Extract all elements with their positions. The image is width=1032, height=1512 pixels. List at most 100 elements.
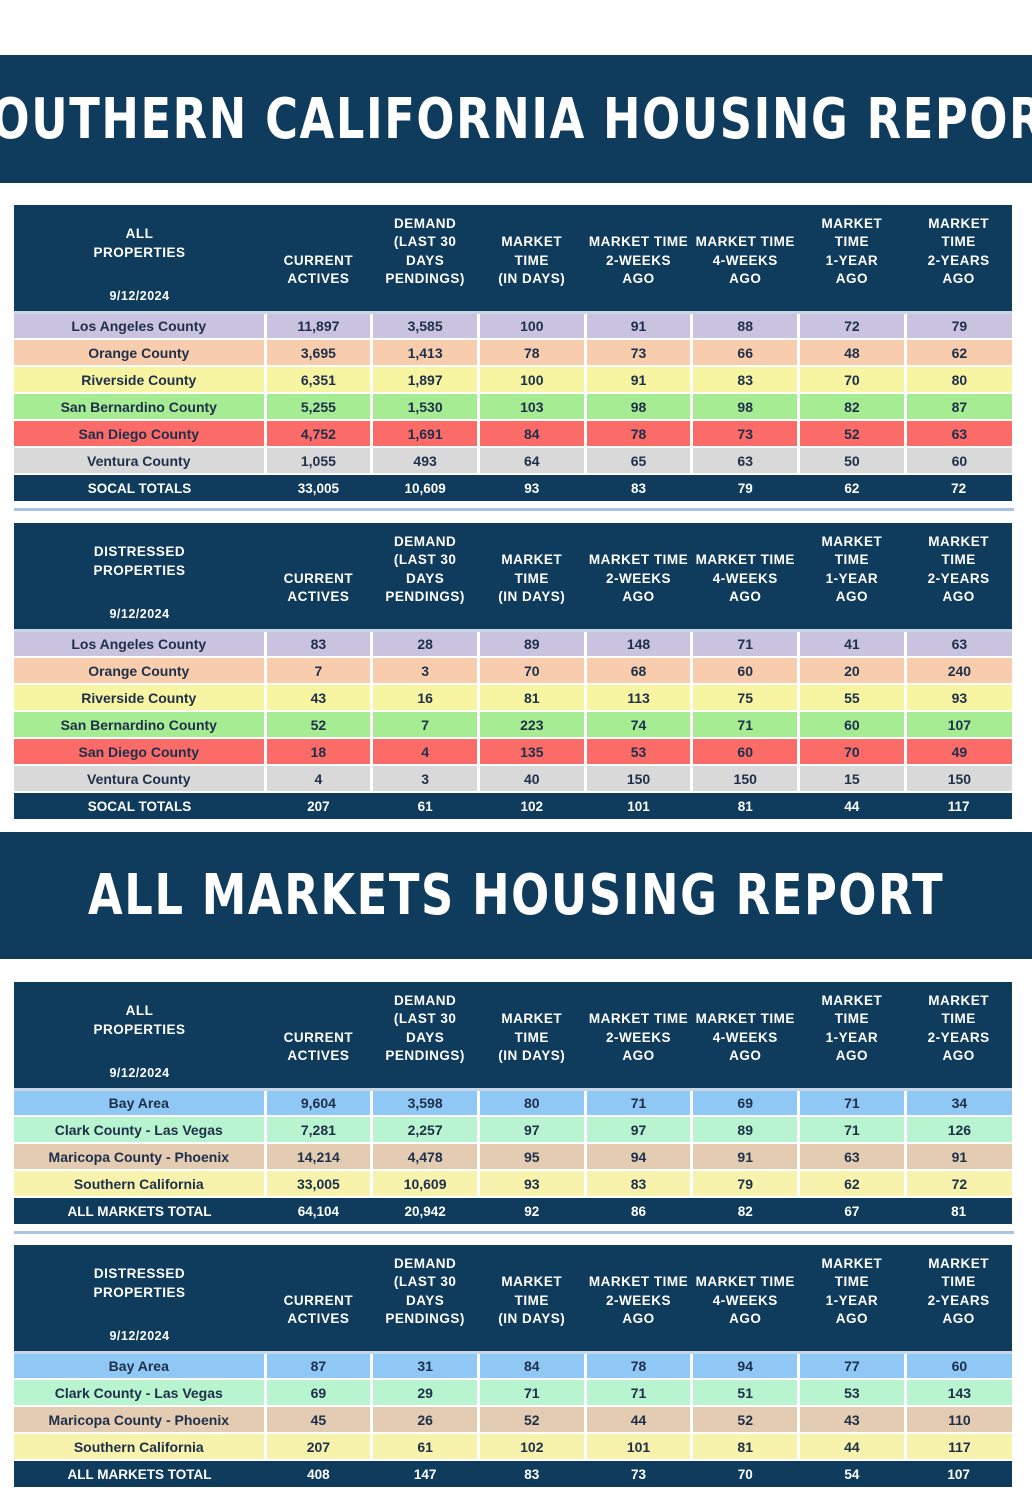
column-header-line: (LAST 30 — [393, 234, 457, 249]
value-cell: 100 — [478, 312, 587, 340]
column-header-line: CURRENT — [283, 1029, 354, 1045]
column-header-line: AGO — [729, 589, 762, 604]
column-header-line: MARKET — [928, 992, 989, 1008]
value-cell: 51 — [691, 1379, 801, 1407]
value-cell: 75 — [691, 684, 801, 712]
value-cell: 16 — [371, 684, 480, 712]
value-cell: 71 — [478, 1379, 587, 1407]
column-header-line: TIME — [941, 234, 976, 249]
column-header-line: 2-WEEKS — [606, 1029, 672, 1045]
column-header-line: 2-WEEKS — [606, 252, 672, 268]
value-cell: 70 — [798, 738, 907, 766]
column-header: MARKET TIME 4-WEEKS AGO — [691, 205, 799, 314]
column-header-line: (LAST 30 — [393, 1274, 457, 1289]
column-header-line: 4-WEEKS — [712, 570, 778, 586]
table-row: San Bernardino County 5,255 1,530 103 98 98 82… — [14, 393, 1012, 421]
column-header-line: AGO — [835, 271, 869, 286]
totals-row: SOCAL TOTALS 33,005 10,609 93 83 79 62 72 — [14, 474, 1012, 501]
table-row: Southern California 33,005 10,609 93 83 79 62 7… — [14, 1170, 1012, 1198]
column-header: CURRENT ACTIVES — [265, 1245, 372, 1354]
value-cell: 20 — [798, 657, 907, 685]
socal-report-banner: SOUTHERN CALIFORNIA HOUSING REPORT — [0, 55, 1032, 183]
column-header-line: TIME — [834, 552, 870, 567]
value-cell: 240 — [905, 657, 1012, 685]
column-header-line: CURRENT — [283, 1292, 354, 1308]
value-cell: 84 — [478, 420, 587, 448]
report-date: 9/12/2024 — [109, 607, 170, 621]
value-cell: 70 — [798, 366, 907, 394]
value-cell: 73 — [691, 420, 801, 448]
value-cell: 63 — [905, 630, 1012, 658]
value-cell: 18 — [265, 738, 374, 766]
value-cell: 135 — [478, 738, 587, 766]
column-header-line: AGO — [729, 1311, 762, 1326]
region-name: Ventura County — [14, 765, 267, 793]
value-cell: 72 — [905, 1170, 1012, 1198]
table-title-line: ALL — [125, 1003, 154, 1018]
value-cell: 83 — [265, 630, 374, 658]
region-name: Maricopa County - Phoenix — [14, 1406, 267, 1434]
total-value-cell: 20,942 — [371, 1197, 479, 1224]
value-cell: 81 — [478, 684, 587, 712]
table-row: San Diego County 18 4 135 53 60 70 49 — [14, 738, 1012, 766]
column-header-line: AGO — [942, 1311, 975, 1326]
table-row: Los Angeles County 83 28 89 148 71 41 63 — [14, 630, 1012, 658]
column-header-line: MARKET — [821, 533, 883, 549]
value-cell: 91 — [905, 1143, 1012, 1171]
value-cell: 6,351 — [265, 366, 374, 394]
value-cell: 79 — [905, 312, 1012, 340]
value-cell: 1,530 — [371, 393, 480, 421]
value-cell: 68 — [585, 657, 694, 685]
column-header-line: TIME — [834, 1274, 870, 1289]
column-header-line: ACTIVES — [287, 1311, 350, 1326]
table-row: San Diego County 4,752 1,691 84 78 73 52 63 — [14, 420, 1012, 448]
column-header-line: DEMAND — [393, 1255, 457, 1271]
value-cell: 31 — [371, 1352, 480, 1380]
column-header: MARKET TIME 4-WEEKS AGO — [691, 523, 799, 632]
value-cell: 93 — [478, 1170, 587, 1198]
table-row: Maricopa County - Phoenix 45 26 52 44 52 43 110 — [14, 1406, 1012, 1434]
table-title-line: PROPERTIES — [93, 562, 186, 578]
value-cell: 10,609 — [371, 1170, 480, 1198]
column-header-line: 4-WEEKS — [712, 1292, 778, 1308]
value-cell: 87 — [265, 1352, 374, 1380]
value-cell: 78 — [478, 339, 587, 367]
column-header-line: AGO — [942, 271, 975, 286]
table-row: Ventura County 1,055 493 64 65 63 50 60 — [14, 447, 1012, 475]
total-value-cell: 67 — [798, 1197, 906, 1224]
column-header-line: MARKET — [928, 1255, 989, 1271]
region-name: Maricopa County - Phoenix — [14, 1143, 267, 1171]
totals-row: ALL MARKETS TOTAL 408 147 83 73 70 54 107 — [14, 1460, 1012, 1487]
header-row: DISTRESSED PROPERTIES 9/12/2024 CURRENT ACTI… — [14, 1245, 1012, 1354]
column-header-line: MARKET — [501, 1011, 563, 1026]
value-cell: 493 — [371, 447, 480, 475]
value-cell: 79 — [691, 1170, 801, 1198]
column-header-line: MARKET TIME — [588, 1274, 689, 1289]
column-header-line: MARKET — [928, 533, 989, 549]
value-cell: 150 — [585, 765, 694, 793]
column-header-line: TIME — [514, 252, 549, 268]
region-name: Clark County - Las Vegas — [14, 1379, 267, 1407]
value-cell: 43 — [265, 684, 374, 712]
table-row: Riverside County 6,351 1,897 100 91 83 70 80 — [14, 366, 1012, 394]
table-row: Ventura County 4 3 40 150 150 15 150 — [14, 765, 1012, 793]
value-cell: 94 — [585, 1143, 694, 1171]
value-cell: 45 — [265, 1406, 374, 1434]
value-cell: 28 — [371, 630, 480, 658]
column-header: MARKET TIME 1-YEAR AGO — [798, 523, 906, 632]
value-cell: 126 — [905, 1116, 1012, 1144]
column-header-line: TIME — [514, 1292, 549, 1308]
column-header: CURRENT ACTIVES — [265, 205, 372, 314]
column-header-line: MARKET TIME — [588, 1011, 689, 1026]
value-cell: 71 — [691, 711, 801, 739]
table-divider — [14, 1231, 1014, 1234]
region-name: Orange County — [14, 339, 267, 367]
value-cell: 91 — [585, 312, 694, 340]
column-header-line: AGO — [942, 589, 975, 604]
value-cell: 4,752 — [265, 420, 374, 448]
value-cell: 33,005 — [265, 1170, 374, 1198]
column-header-line: DAYS — [405, 252, 445, 268]
value-cell: 49 — [905, 738, 1012, 766]
value-cell: 29 — [371, 1379, 480, 1407]
column-header-line: MARKET TIME — [695, 1274, 795, 1289]
